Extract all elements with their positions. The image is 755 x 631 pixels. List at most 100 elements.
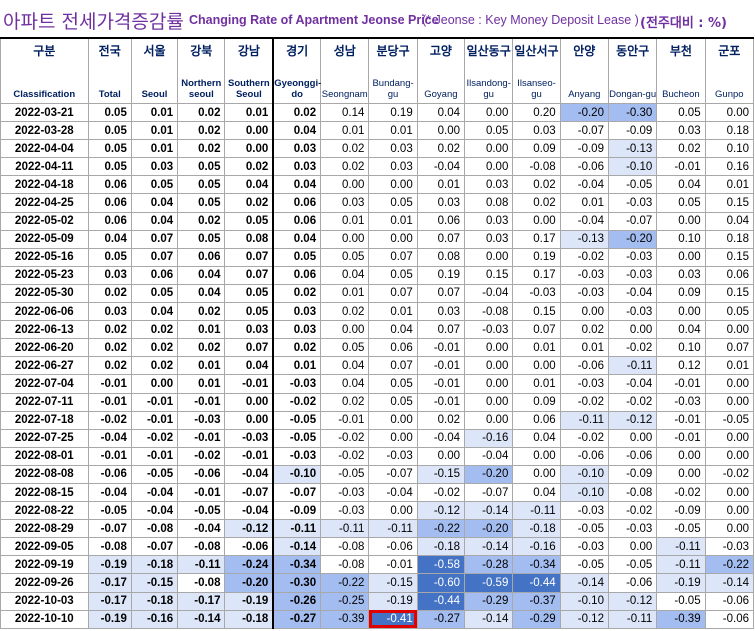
value-cell: 0.00: [559, 302, 609, 322]
value-cell: 0.07: [224, 265, 275, 285]
value-cell: 0.02: [320, 139, 370, 159]
date-cell: 2022-10-10: [0, 609, 89, 629]
value-cell: -0.01: [416, 392, 466, 412]
value-cell: -0.27: [416, 609, 466, 629]
value-cell: 0.04: [224, 175, 275, 195]
value-cell: 0.00: [704, 320, 755, 340]
value-cell: 0.05: [224, 211, 275, 231]
value-cell: -0.05: [320, 464, 370, 484]
value-cell: -0.08: [464, 302, 514, 322]
title-note: (* Jeonse : Key Money Deposit Lease ): [422, 13, 639, 27]
column-header-korean: 일산동구: [466, 44, 511, 58]
value-cell: -0.02: [320, 428, 370, 448]
table-row: 2022-04-04 0.05 0.01 0.02 0.00 0.03 0.02 0.03 0.…: [0, 139, 755, 159]
value-cell: 0.00: [368, 229, 418, 249]
value-cell: -0.06: [177, 464, 226, 484]
value-cell: 0.00: [224, 139, 275, 159]
date-cell: 2022-09-05: [0, 537, 89, 557]
value-cell: -0.29: [464, 591, 514, 611]
value-cell: 0.07: [704, 338, 755, 358]
value-cell: -0.07: [464, 482, 514, 503]
value-cell: -0.01: [656, 428, 706, 448]
value-cell: 0.02: [177, 139, 226, 159]
value-cell: -0.13: [559, 229, 609, 249]
value-cell: -0.08: [512, 157, 561, 177]
value-cell: -0.15: [416, 464, 466, 484]
date-cell: 2022-07-11: [0, 392, 89, 412]
column-header-8: 고양 Goyang: [416, 37, 466, 104]
value-cell: 0.02: [416, 139, 466, 159]
value-cell: 0.04: [130, 302, 179, 322]
column-header-10: 일산서구 Ilsanseo-gu: [512, 37, 561, 104]
value-cell: -0.05: [87, 501, 132, 521]
value-cell: 0.00: [512, 211, 561, 231]
value-cell: -0.04: [130, 501, 179, 521]
value-cell: -0.11: [368, 519, 418, 539]
value-cell: 0.05: [87, 139, 132, 159]
value-cell: 0.00: [130, 374, 179, 394]
column-header-english: Dongan-gu: [609, 89, 657, 100]
value-cell: 0.01: [130, 121, 179, 141]
value-cell: 0.05: [656, 102, 706, 123]
value-cell: -0.17: [177, 591, 226, 611]
value-cell: 0.07: [224, 338, 275, 358]
value-cell: -0.04: [177, 519, 226, 539]
column-header-5: 경기 Gyeonggi-do: [272, 37, 322, 104]
header-row: 구분 Classification 전국 Total 서울 Seoul 강북 Northern…: [0, 37, 755, 104]
value-cell: 0.05: [368, 374, 418, 394]
value-cell: -0.02: [607, 501, 658, 521]
column-header-13: 부천 Bucheon: [656, 37, 706, 104]
value-cell: -0.26: [272, 591, 322, 611]
table-row: 2022-05-09 0.04 0.07 0.05 0.08 0.04 0.00 0.00 0.…: [0, 229, 755, 249]
value-cell: 0.04: [320, 374, 370, 394]
value-cell: -0.59: [464, 573, 514, 593]
value-cell: -0.01: [87, 446, 132, 466]
value-cell: 0.05: [177, 175, 226, 195]
value-cell: -0.07: [607, 211, 658, 231]
value-cell: 0.04: [130, 193, 179, 213]
value-cell: -0.04: [559, 211, 609, 231]
column-header-korean: 서울: [143, 44, 166, 58]
value-cell: -0.03: [464, 320, 514, 340]
column-header-korean: 강남: [237, 44, 260, 58]
value-cell: 0.04: [656, 320, 706, 340]
value-cell: -0.09: [607, 464, 658, 484]
value-cell: 0.00: [464, 139, 514, 159]
value-cell: -0.24: [224, 555, 275, 575]
value-cell: -0.12: [559, 609, 609, 629]
value-cell: 0.00: [512, 446, 561, 466]
value-cell: -0.08: [130, 519, 179, 539]
value-cell: -0.03: [368, 446, 418, 466]
column-header-english: Gunpo: [715, 89, 744, 100]
table-row: 2022-04-25 0.06 0.04 0.05 0.02 0.06 0.03 0.05 0.…: [0, 193, 755, 213]
value-cell: 0.00: [704, 374, 755, 394]
column-header-english: Gyeonggi-do: [274, 78, 322, 100]
column-header-english: Seoul: [141, 89, 168, 100]
value-cell: 0.02: [320, 157, 370, 177]
value-cell: -0.18: [416, 537, 466, 557]
value-cell: -0.01: [224, 446, 275, 466]
value-cell: 0.04: [656, 175, 706, 195]
table-row: 2022-08-22 -0.05 -0.04 -0.05 -0.04 -0.09 -0.03…: [0, 501, 755, 521]
value-cell: 0.02: [130, 338, 179, 358]
value-cell: -0.02: [607, 338, 658, 358]
value-cell: 0.00: [320, 229, 370, 249]
value-cell: 0.00: [704, 519, 755, 539]
value-cell: 0.03: [272, 320, 322, 340]
value-cell: -0.06: [704, 591, 755, 611]
value-cell: 0.05: [87, 247, 132, 267]
value-cell: 0.05: [704, 302, 755, 322]
value-cell: -0.08: [87, 537, 132, 557]
value-cell: -0.01: [130, 446, 179, 466]
date-cell: 2022-09-19: [0, 555, 89, 575]
value-cell: -0.14: [704, 573, 755, 593]
value-cell: 0.05: [368, 193, 418, 213]
value-cell: -0.05: [607, 175, 658, 195]
value-cell: -0.06: [368, 537, 418, 557]
value-cell: -0.19: [224, 591, 275, 611]
value-cell: 0.01: [130, 102, 179, 123]
value-cell: 0.07: [416, 320, 466, 340]
value-cell: 0.18: [704, 229, 755, 249]
value-cell: -0.18: [512, 519, 561, 539]
value-cell: -0.02: [416, 482, 466, 503]
